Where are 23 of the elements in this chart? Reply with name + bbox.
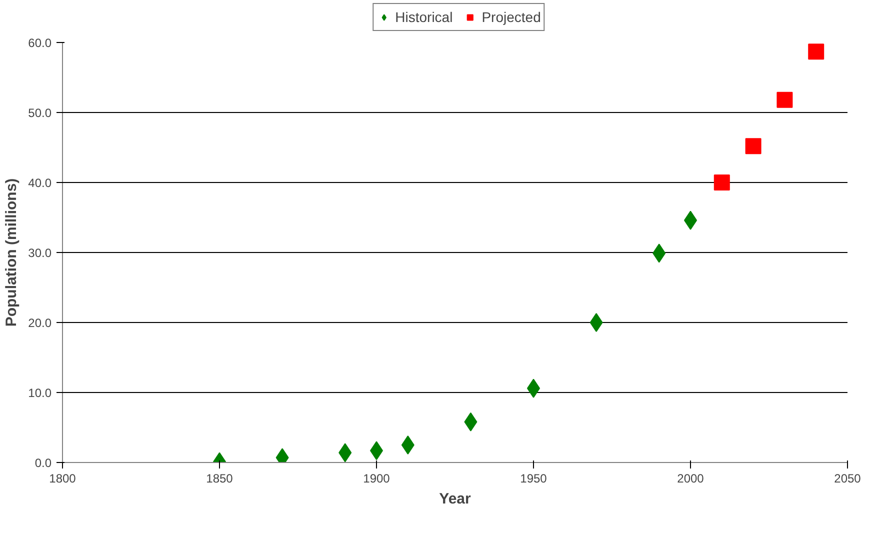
point: [745, 138, 762, 154]
x-tick-label: 1950: [520, 472, 548, 486]
point: [808, 44, 824, 60]
point: [776, 92, 793, 108]
y-tick-label: 60.0: [28, 36, 52, 50]
x-axis-title: Year: [439, 490, 472, 508]
x-tick-label: 1800: [49, 472, 76, 486]
y-tick-label: 40.0: [28, 176, 52, 190]
y-tick-label: 0.0: [34, 456, 52, 470]
legend-label: Projected: [482, 9, 541, 25]
x-tick-label: 1850: [206, 472, 234, 486]
x-tick-label: 1900: [363, 472, 390, 486]
y-tick-label: 10.0: [28, 386, 52, 400]
point: [401, 436, 414, 454]
point: [714, 174, 730, 190]
point: [590, 313, 603, 332]
x-tick-label: 2000: [677, 472, 704, 486]
y-axis-title: Population (millions): [3, 178, 20, 327]
x-tick-label: 2050: [834, 472, 862, 486]
y-tick-label: 30.0: [28, 246, 52, 260]
y-tick-label: 50.0: [28, 106, 52, 120]
y-tick-label: 20.0: [28, 316, 52, 330]
legend-label: Historical: [395, 9, 453, 25]
